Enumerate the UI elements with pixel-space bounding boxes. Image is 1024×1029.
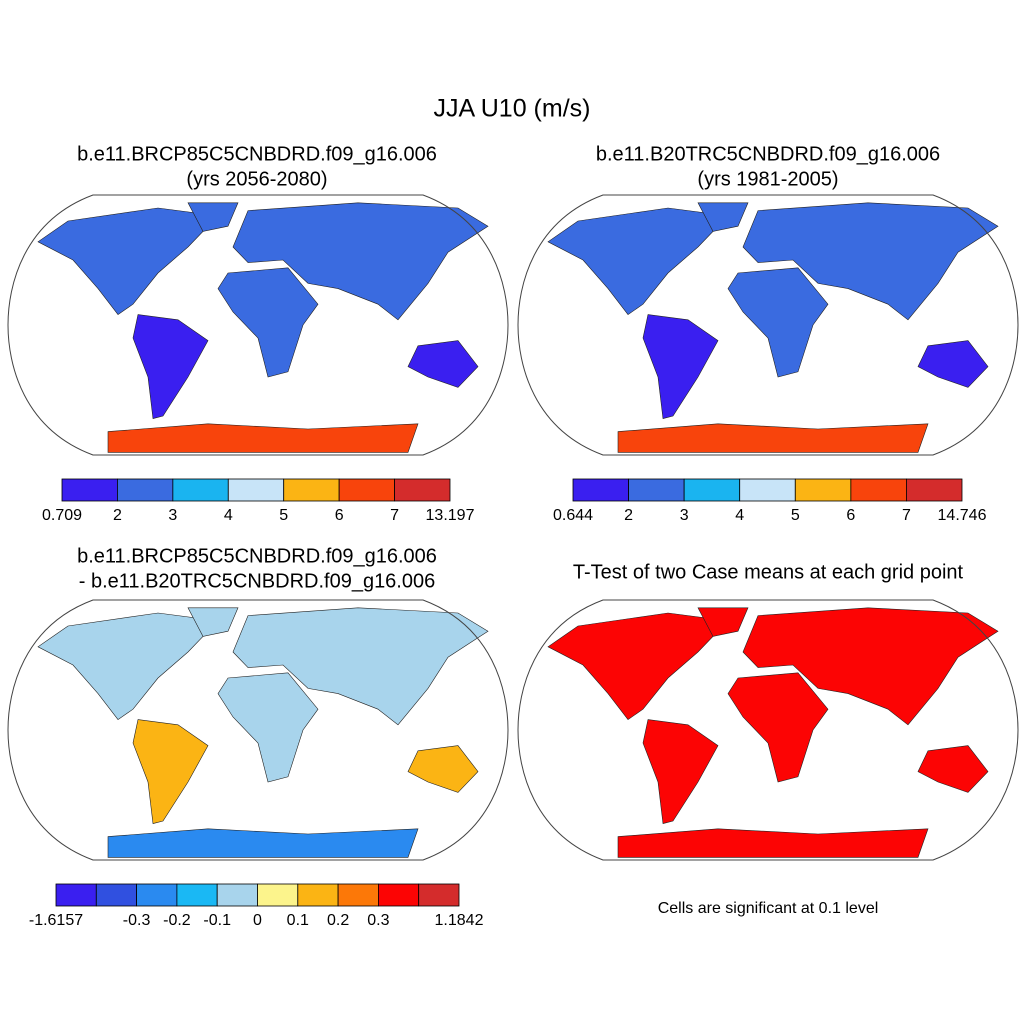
colorbar-box xyxy=(283,478,340,502)
colorbar-label: 2 xyxy=(624,507,633,524)
landmass xyxy=(727,672,829,783)
landmass xyxy=(617,828,929,858)
landmass xyxy=(727,267,829,378)
colorbar-box xyxy=(117,478,174,502)
colorbar-label: 7 xyxy=(902,507,911,524)
landmass xyxy=(407,340,479,388)
landmass xyxy=(697,202,749,232)
landmass xyxy=(917,340,989,388)
colorbar-box xyxy=(338,478,395,502)
colorbar-label: -0.2 xyxy=(163,912,191,929)
landmass xyxy=(642,719,719,824)
colorbar-label: 6 xyxy=(846,507,855,524)
panel-title: T-Test of two Case means at each grid po… xyxy=(573,561,964,583)
map-outline xyxy=(7,599,509,861)
colorbar-box xyxy=(176,883,218,907)
colorbar-box xyxy=(906,478,963,502)
colorbar-box xyxy=(628,478,685,502)
landmass xyxy=(187,202,239,232)
colorbar-box xyxy=(377,883,420,907)
panel-title: (yrs 2056-2080) xyxy=(186,168,327,190)
colorbar-label: -1.6157 xyxy=(29,912,83,929)
map-outline xyxy=(517,194,1019,456)
colorbar-label: 5 xyxy=(791,507,800,524)
panel-title: b.e11.B20TRC5CNBDRD.f09_g16.006 xyxy=(596,143,940,165)
colorbar-box xyxy=(95,883,138,907)
landmass xyxy=(742,607,999,726)
colorbar-label: 1.1842 xyxy=(435,912,484,929)
figure-title: JJA U10 (m/s) xyxy=(434,95,591,123)
panel-title: (yrs 1981-2005) xyxy=(697,168,838,190)
colorbar-label: 14.746 xyxy=(938,507,987,524)
colorbar-label: 0 xyxy=(253,912,262,929)
colorbar-label: -0.3 xyxy=(123,912,151,929)
colorbar-box xyxy=(136,883,178,907)
colorbar-label: 0.2 xyxy=(327,912,349,929)
colorbar-box xyxy=(794,478,852,502)
colorbar-box xyxy=(297,883,339,907)
landmass xyxy=(217,672,319,783)
landmass xyxy=(132,314,209,419)
panel-title: b.e11.BRCP85C5CNBDRD.f09_g16.006 xyxy=(77,143,437,165)
colorbar-box xyxy=(683,478,741,502)
colorbar-label: -0.1 xyxy=(203,912,231,929)
colorbar-label: 7 xyxy=(390,507,399,524)
colorbar-label: 4 xyxy=(735,507,744,524)
colorbar-label: 0.3 xyxy=(367,912,389,929)
map-outline xyxy=(517,599,1019,861)
colorbar-box xyxy=(55,883,97,907)
colorbar-box xyxy=(739,478,796,502)
colorbar-label: 3 xyxy=(168,507,177,524)
colorbar-box xyxy=(418,883,460,907)
landmass xyxy=(107,828,419,858)
landmass xyxy=(917,745,989,793)
colorbar-box xyxy=(227,478,285,502)
landmass xyxy=(407,745,479,793)
landmass xyxy=(107,423,419,453)
colorbar-box xyxy=(337,883,379,907)
colorbar-label: 0.1 xyxy=(287,912,309,929)
landmass xyxy=(187,607,239,637)
colorbar-label: 0.644 xyxy=(553,507,593,524)
panel-title: b.e11.BRCP85C5CNBDRD.f09_g16.006 xyxy=(77,545,437,567)
colorbar-box xyxy=(850,478,907,502)
colorbar-label: 6 xyxy=(335,507,344,524)
map-outline xyxy=(7,194,509,456)
landmass xyxy=(642,314,719,419)
colorbar-box xyxy=(394,478,451,502)
landmass xyxy=(742,202,999,321)
colorbar-box xyxy=(257,883,299,907)
panel-title: - b.e11.B20TRC5CNBDRD.f09_g16.006 xyxy=(79,570,435,592)
landmass xyxy=(232,202,489,321)
colorbar-label: 13.197 xyxy=(426,507,475,524)
landmass xyxy=(132,719,209,824)
landmass xyxy=(232,607,489,726)
colorbar-label: 3 xyxy=(680,507,689,524)
landmass xyxy=(697,607,749,637)
colorbar-box xyxy=(216,883,258,907)
panel-note: Cells are significant at 0.1 level xyxy=(658,900,879,917)
colorbar-box xyxy=(61,478,118,502)
landmass xyxy=(217,267,319,378)
colorbar-label: 4 xyxy=(224,507,233,524)
colorbar-label: 5 xyxy=(279,507,288,524)
colorbar-box xyxy=(572,478,629,502)
colorbar-box xyxy=(172,478,229,502)
landmass xyxy=(617,423,929,453)
colorbar-label: 2 xyxy=(113,507,122,524)
colorbar-label: 0.709 xyxy=(42,507,82,524)
